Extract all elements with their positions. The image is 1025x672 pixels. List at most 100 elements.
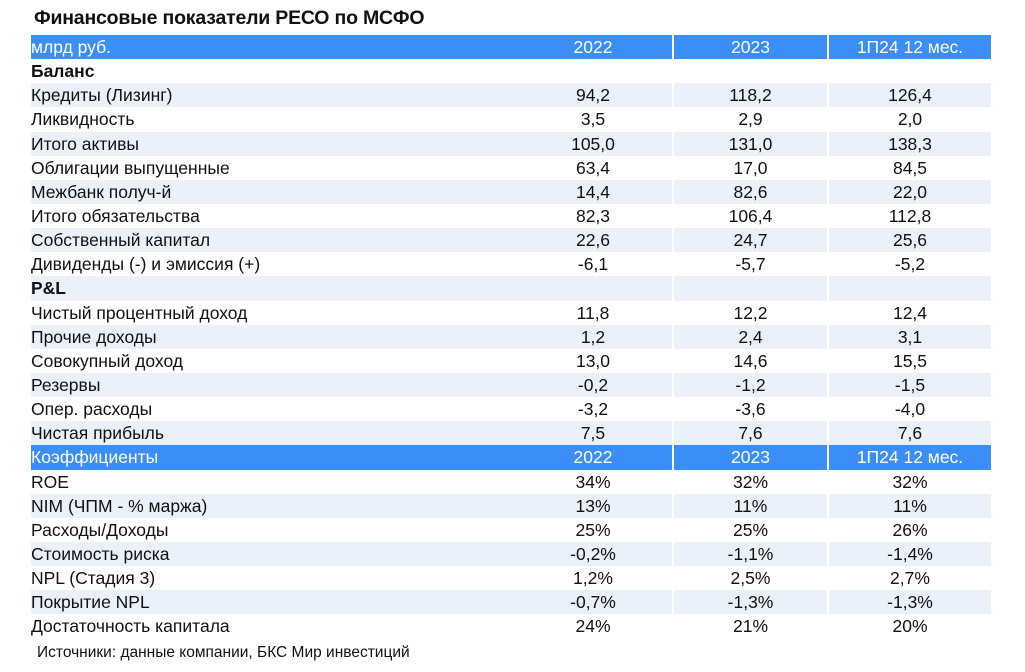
cell-value: 11,8 <box>576 302 610 323</box>
cell-value: 7,5 <box>514 421 672 446</box>
cell-value: -1,3% <box>674 590 827 615</box>
table-row: ROE 34% 32% 32% <box>31 469 991 494</box>
cell-value: 1,2% <box>573 568 613 589</box>
cell-value: 82,6 <box>674 179 827 204</box>
cell-value: -5,2 <box>894 254 926 275</box>
section-row-pl: P&L <box>31 276 991 301</box>
cell-value: -1,4% <box>829 541 991 567</box>
cell-value: -3,6 <box>735 399 766 420</box>
cell-value: 2,4 <box>674 324 827 349</box>
table-row: Совокупный доход 13,0 14,6 15,5 <box>31 348 991 373</box>
cell-value: 7,6 <box>829 421 991 446</box>
report-title: Финансовые показатели РЕСО по МСФО <box>34 7 425 29</box>
table-row: Дивиденды (-) и эмиссия (+) -6,1 -5,7 -5… <box>31 252 991 277</box>
cell-value: 12,4 <box>892 302 928 323</box>
cell-value: 84,5 <box>892 157 928 178</box>
cell-value: -4,0 <box>894 399 926 420</box>
cell-value: -0,7% <box>514 590 672 615</box>
row-label: Совокупный доход <box>31 350 184 371</box>
units-label: млрд руб. <box>31 35 514 60</box>
cell-value: -5,7 <box>735 254 766 275</box>
ratios-header-row: Коэффициенты 2022 2023 1П24 12 мес. <box>31 445 991 470</box>
cell-value: 26% <box>892 519 928 540</box>
cell-value: -0,2% <box>514 541 672 567</box>
cell-value: 106,4 <box>728 206 773 227</box>
cell-value: -0,2 <box>514 372 672 398</box>
cell-value: -6,1 <box>577 254 609 275</box>
cell-value: 20% <box>892 616 928 637</box>
table-row: Резервы -0,2 -1,2 -1,5 <box>31 372 991 398</box>
table-row: Опер. расходы -3,2 -3,6 -4,0 <box>31 397 991 422</box>
cell-value: 131,0 <box>674 131 827 156</box>
cell-value: 138,3 <box>829 131 991 156</box>
cell-value: 34% <box>575 471 611 492</box>
cell-value: -1,3% <box>829 590 991 615</box>
cell-value: 112,8 <box>888 206 932 227</box>
row-label: Итого обязательства <box>31 206 200 227</box>
row-label: Чистая прибыль <box>31 421 514 446</box>
cell-value: 3,5 <box>580 109 606 130</box>
row-label: Кредиты (Лизинг) <box>31 83 514 108</box>
cell-value: 25% <box>575 519 611 540</box>
table-row: Облигации выпущенные 63,4 17,0 84,5 <box>31 155 991 180</box>
cell-value: 24% <box>575 616 611 637</box>
row-label: Прочие доходы <box>31 324 514 349</box>
cell-value: 105,0 <box>514 131 672 156</box>
cell-value: -1,2 <box>674 372 827 398</box>
table-row: Достаточность капитала 24% 21% 20% <box>31 614 991 639</box>
cell-value: -3,2 <box>577 399 609 420</box>
table-row: Ликвидность 3,5 2,9 2,0 <box>31 107 991 132</box>
cell-value: 11% <box>674 493 827 518</box>
cell-value: 1,2 <box>514 324 672 349</box>
cell-value: 13,0 <box>575 350 611 371</box>
cell-value: -1,1% <box>674 541 827 567</box>
row-label: Резервы <box>31 372 514 398</box>
section-title-balance: Баланс <box>31 61 95 82</box>
row-label: Расходы/Доходы <box>31 519 169 540</box>
row-label: NPL (Стадия 3) <box>31 568 156 589</box>
cell-value: 12,2 <box>733 302 768 323</box>
row-label: NIM (ЧПМ - % маржа) <box>31 493 514 518</box>
cell-value: 2,9 <box>738 109 763 130</box>
row-label: Стоимость риска <box>31 541 514 567</box>
cell-value: -1,5 <box>829 372 991 398</box>
table-row: Кредиты (Лизинг) 94,2 118,2 126,4 <box>31 83 991 108</box>
cell-value: 21% <box>732 616 769 637</box>
row-label: Опер. расходы <box>31 399 153 420</box>
table-row: Расходы/Доходы 25% 25% 26% <box>31 517 991 542</box>
cell-value: 32% <box>892 471 928 492</box>
financials-table: млрд руб. 2022 2023 1П24 12 мес. Баланс … <box>31 35 991 639</box>
cell-value: 15,5 <box>892 350 928 371</box>
cell-value: 17,0 <box>733 157 768 178</box>
table-row: Собственный капитал 22,6 24,7 25,6 <box>31 228 991 253</box>
column-header-1p24: 1П24 12 мес. <box>829 35 991 60</box>
cell-value: 32% <box>732 471 769 492</box>
row-label: Достаточность капитала <box>31 616 230 637</box>
cell-value: 63,4 <box>575 157 611 178</box>
cell-value: 13% <box>514 493 672 518</box>
cell-value: 126,4 <box>829 83 991 108</box>
table-row: Итого обязательства 82,3 106,4 112,8 <box>31 203 991 229</box>
table-row: Чистая прибыль 7,5 7,6 7,6 <box>31 421 991 446</box>
table-row: Итого активы 105,0 131,0 138,3 <box>31 131 991 156</box>
cell-value: 14,4 <box>514 179 672 204</box>
cell-value: 3,1 <box>829 324 991 349</box>
table-row: Стоимость риска -0,2% -1,1% -1,4% <box>31 541 991 567</box>
column-header-2023: 2023 <box>674 35 827 60</box>
cell-value: 22,6 <box>514 228 672 253</box>
row-label: Итого активы <box>31 131 514 156</box>
cell-value: 25% <box>732 519 769 540</box>
cell-value: 14,6 <box>733 350 768 371</box>
row-label: Чистый процентный доход <box>31 302 248 323</box>
cell-value: 94,2 <box>514 83 672 108</box>
row-label: Покрытие NPL <box>31 590 514 615</box>
cell-value: 7,6 <box>674 421 827 446</box>
cell-value: 22,0 <box>829 179 991 204</box>
cell-value: 2,0 <box>897 109 923 130</box>
table-row: Прочие доходы 1,2 2,4 3,1 <box>31 324 991 349</box>
table-row: NIM (ЧПМ - % маржа) 13% 11% 11% <box>31 493 991 518</box>
row-label: Ликвидность <box>31 109 135 130</box>
source-note: Источники: данные компании, БКС Мир инве… <box>37 644 410 661</box>
row-label: Дивиденды (-) и эмиссия (+) <box>31 254 261 275</box>
